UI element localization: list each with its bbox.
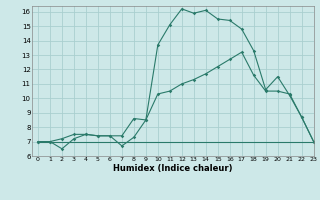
- X-axis label: Humidex (Indice chaleur): Humidex (Indice chaleur): [113, 164, 233, 173]
